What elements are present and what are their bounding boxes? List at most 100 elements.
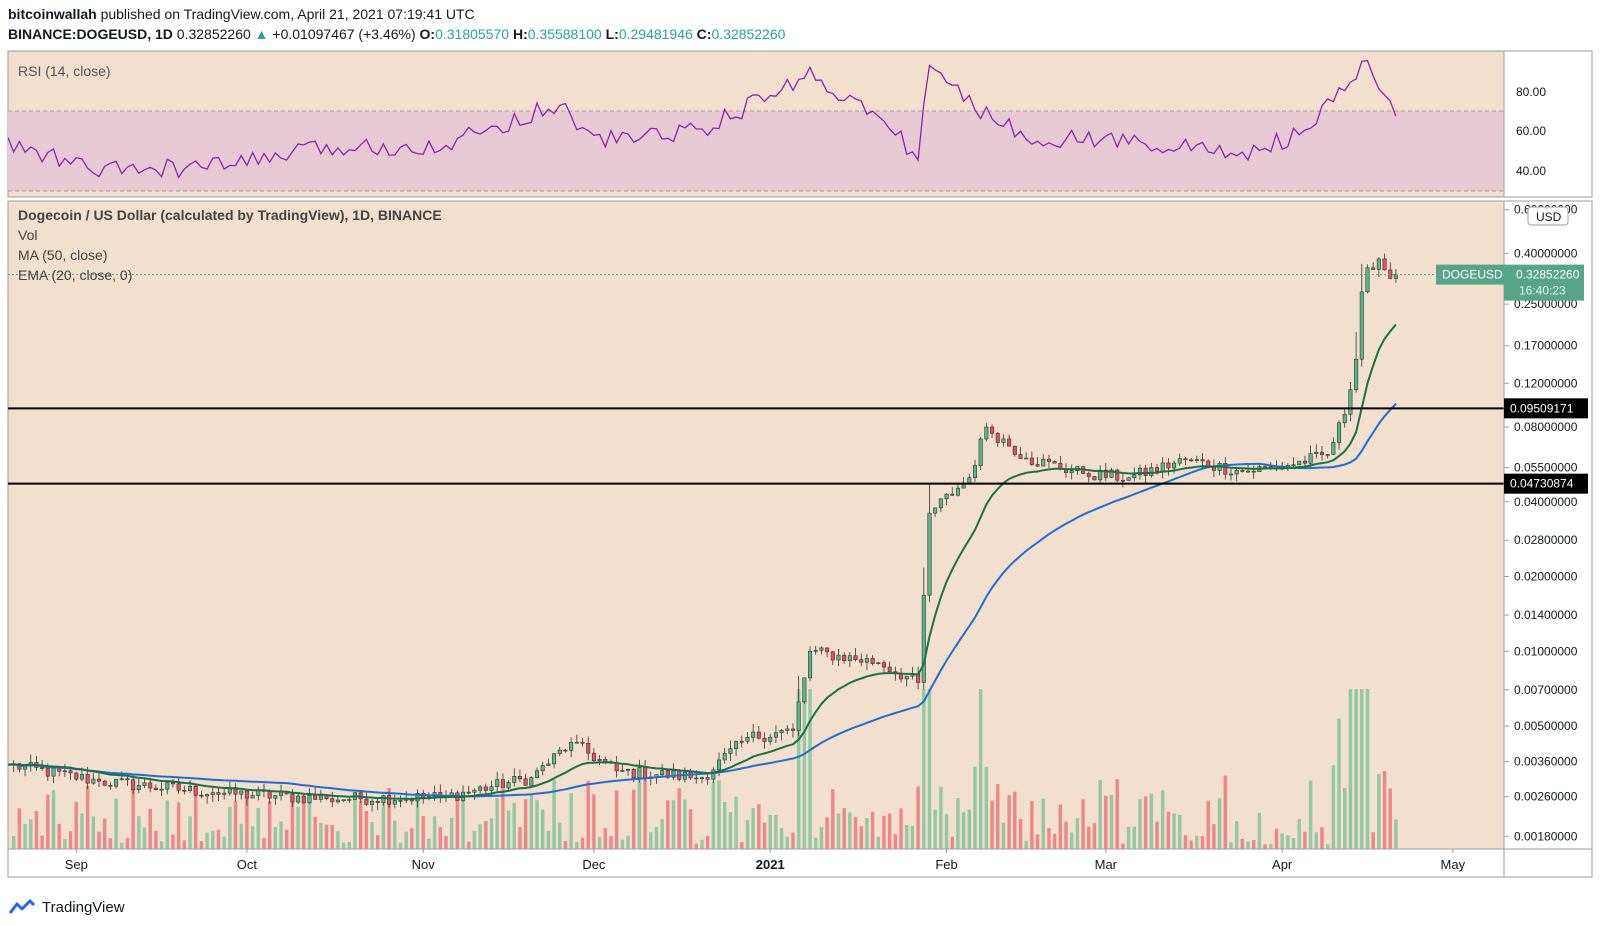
volume-bar bbox=[489, 818, 494, 849]
candle bbox=[802, 677, 807, 703]
candle bbox=[244, 790, 249, 799]
candle bbox=[239, 790, 244, 795]
volume-bar bbox=[250, 826, 255, 849]
candle bbox=[950, 493, 955, 496]
candle bbox=[381, 795, 386, 803]
candle bbox=[1302, 460, 1307, 464]
volume-bar bbox=[1240, 838, 1245, 849]
candle bbox=[523, 778, 528, 786]
candle bbox=[68, 770, 73, 774]
volume-bar bbox=[990, 800, 994, 849]
time-tick-label: Sep bbox=[65, 857, 88, 872]
currency-badge[interactable] bbox=[1527, 206, 1569, 226]
candle bbox=[398, 800, 403, 802]
candle bbox=[1337, 422, 1342, 443]
volume-bar bbox=[182, 840, 187, 849]
candle bbox=[79, 774, 84, 780]
volume-bar bbox=[1126, 826, 1131, 849]
main-pane[interactable] bbox=[7, 200, 1505, 850]
volume-bar bbox=[239, 823, 243, 849]
volume-bar bbox=[853, 816, 858, 849]
volume-bar bbox=[1314, 832, 1318, 849]
volume-bar bbox=[967, 809, 972, 849]
candle bbox=[722, 753, 727, 761]
candle bbox=[1251, 470, 1256, 473]
volume-bar bbox=[449, 817, 454, 849]
volume-bar bbox=[1234, 821, 1239, 849]
volume-bar bbox=[1200, 836, 1205, 849]
tradingview-logo-icon[interactable] bbox=[8, 899, 36, 915]
volume-bar bbox=[1365, 689, 1370, 849]
candle bbox=[881, 662, 886, 668]
volume-bar bbox=[1081, 799, 1085, 849]
volume-bar bbox=[836, 813, 841, 849]
close-label: C: bbox=[696, 26, 712, 42]
price-tick-label: 0.01000000 bbox=[1514, 644, 1578, 658]
time-axis[interactable] bbox=[7, 848, 1505, 878]
candle bbox=[1291, 464, 1296, 467]
rsi-tick-80: 80.00 bbox=[1516, 85, 1546, 99]
volume-bar bbox=[711, 781, 716, 849]
volume-bar bbox=[148, 808, 152, 849]
candle bbox=[1103, 469, 1108, 478]
main-title: Dogecoin / US Dollar (calculated by Trad… bbox=[18, 207, 442, 223]
volume-bar bbox=[740, 842, 744, 849]
candle bbox=[1035, 464, 1040, 467]
volume-bar bbox=[364, 810, 369, 849]
candle bbox=[591, 752, 596, 762]
rsi-axis[interactable] bbox=[1503, 50, 1593, 198]
candle bbox=[995, 433, 1000, 443]
level-badge-1-label: 0.09509171 bbox=[1510, 401, 1574, 415]
open-label: O: bbox=[419, 26, 436, 42]
rsi-line-layer bbox=[7, 59, 1397, 179]
volume-bar bbox=[267, 801, 272, 849]
last-price-label: 0.32852260 bbox=[1516, 268, 1580, 282]
candle bbox=[142, 782, 147, 786]
volume-bar bbox=[1308, 780, 1313, 849]
candle bbox=[1092, 476, 1097, 481]
candle bbox=[478, 786, 483, 791]
volume-bar bbox=[631, 789, 636, 849]
candle bbox=[1007, 438, 1012, 447]
volume-bar bbox=[1041, 798, 1045, 849]
volume-bar bbox=[46, 794, 50, 849]
candle bbox=[1183, 458, 1188, 461]
volume-bar bbox=[1257, 812, 1262, 849]
volume-bar bbox=[785, 836, 789, 849]
volume-bar bbox=[751, 807, 755, 849]
candle bbox=[836, 654, 841, 661]
price-tick-label: 0.00500000 bbox=[1514, 719, 1578, 733]
volume-bar bbox=[774, 814, 778, 849]
candle bbox=[233, 787, 238, 795]
footer: TradingView bbox=[8, 895, 125, 919]
volume-bar bbox=[165, 800, 169, 849]
candle bbox=[131, 779, 136, 791]
legend-vol: Vol bbox=[18, 227, 37, 243]
price-axis[interactable] bbox=[1503, 200, 1593, 850]
volume-bar bbox=[1149, 793, 1154, 849]
candle bbox=[375, 800, 380, 803]
candle bbox=[1194, 459, 1199, 461]
volume-bar bbox=[370, 822, 374, 849]
volume-bar bbox=[1064, 821, 1068, 849]
brand-name[interactable]: TradingView bbox=[42, 898, 125, 916]
symbol-label[interactable]: BINANCE:DOGEUSD, 1D bbox=[8, 26, 173, 42]
candle bbox=[170, 782, 175, 785]
candle bbox=[580, 741, 585, 744]
candle bbox=[569, 742, 574, 751]
volume-bar bbox=[1189, 840, 1193, 849]
candle bbox=[188, 785, 193, 791]
candle bbox=[74, 772, 79, 780]
volume-bar bbox=[307, 795, 312, 849]
volume-bar bbox=[188, 816, 192, 849]
candle bbox=[779, 730, 784, 734]
candle bbox=[853, 655, 858, 660]
volume-bar bbox=[1069, 832, 1074, 849]
author-name[interactable]: bitcoinwallah bbox=[8, 6, 97, 22]
rsi-title: RSI (14, close) bbox=[18, 63, 111, 79]
candle bbox=[347, 799, 352, 801]
candle bbox=[165, 782, 170, 790]
candle bbox=[1325, 454, 1330, 456]
volume-bar bbox=[552, 779, 556, 849]
